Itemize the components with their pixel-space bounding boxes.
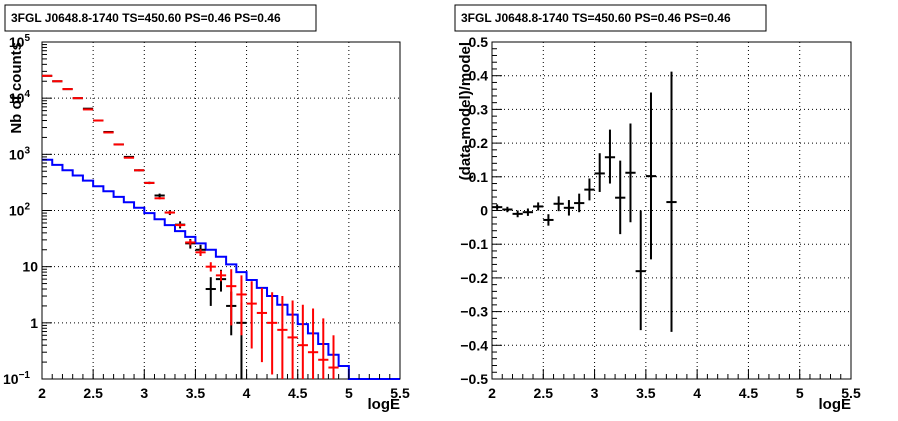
residuals-title: 3FGL J0648.8-1740 TS=450.60 PS=0.46 PS=0… [461, 11, 731, 25]
residuals-y-tick-label: 0.5 [469, 34, 489, 50]
residuals-y-axis-label: (data-model)/model [457, 42, 474, 180]
residuals-x-tick-label: 4 [693, 385, 701, 401]
counts-y-tick-label: 1 [30, 315, 38, 331]
residuals-title-box [454, 4, 767, 32]
residuals-y-tick-label: 0.1 [469, 169, 489, 185]
residuals-y-tick-label: −0.4 [460, 337, 488, 353]
counts-title: 3FGL J0648.8-1740 TS=450.60 PS=0.46 PS=0… [11, 11, 281, 25]
residuals-x-tick-label: 3.5 [636, 385, 656, 401]
counts-x-tick-label: 5.5 [390, 385, 410, 401]
counts-x-tick-label: 2.5 [83, 385, 103, 401]
residuals-x-tick-label: 2.5 [534, 385, 554, 401]
residuals-ticks: 2 2.5 3 3.5 4 4.5 5 5.5 −0.5 −0.4 −0.3 −0.2 −0.1 0 0.1… [460, 34, 861, 401]
component-step-line [42, 158, 400, 380]
counts-x-axis-label: logE [368, 396, 401, 413]
residuals-x-tick-label: 4.5 [739, 385, 759, 401]
counts-y-tick-label: 103 [9, 145, 31, 162]
counts-title-box [4, 4, 317, 32]
counts-x-tick-label: 2 [38, 385, 46, 401]
residuals-x-tick-label: 2 [488, 385, 496, 401]
residuals-grid [492, 42, 851, 379]
counts-x-tick-label: 4.5 [288, 385, 308, 401]
residuals-x-tick-label: 3 [591, 385, 599, 401]
residuals-y-tick-label: 0 [480, 203, 488, 219]
residuals-y-tick-label: 0.3 [469, 101, 489, 117]
residuals-x-tick-label: 5 [796, 385, 804, 401]
counts-x-tick-label: 3.5 [186, 385, 206, 401]
counts-y-tick-label: 10−1 [3, 370, 30, 387]
residuals-x-tick-label: 5.5 [841, 385, 861, 401]
counts-y-tick-label: 102 [9, 202, 31, 219]
residuals-y-tick-label: −0.1 [460, 236, 488, 252]
counts-x-tick-label: 4 [243, 385, 251, 401]
counts-grid [42, 42, 400, 379]
counts-y-axis-label: Nb of counts [8, 42, 25, 134]
residuals-panel: 2 2.5 3 3.5 4 4.5 5 5.5 −0.5 −0.4 −0.3 −0.2 −0.1 0 0.1… [454, 4, 861, 413]
residuals-y-tick-label: 0.2 [469, 135, 489, 151]
residuals-y-tick-label: 0.4 [469, 68, 489, 84]
counts-y-tick-label: 10 [22, 259, 38, 275]
residuals-y-tick-label: −0.3 [460, 304, 488, 320]
residuals-marks [492, 71, 677, 332]
residuals-y-tick-label: −0.2 [460, 270, 488, 286]
counts-marks [42, 74, 400, 380]
residuals-y-tick-label: −0.5 [460, 371, 488, 387]
counts-x-tick-label: 3 [140, 385, 148, 401]
counts-x-tick-label: 5 [345, 385, 353, 401]
residuals-x-axis-label: logE [819, 396, 852, 413]
